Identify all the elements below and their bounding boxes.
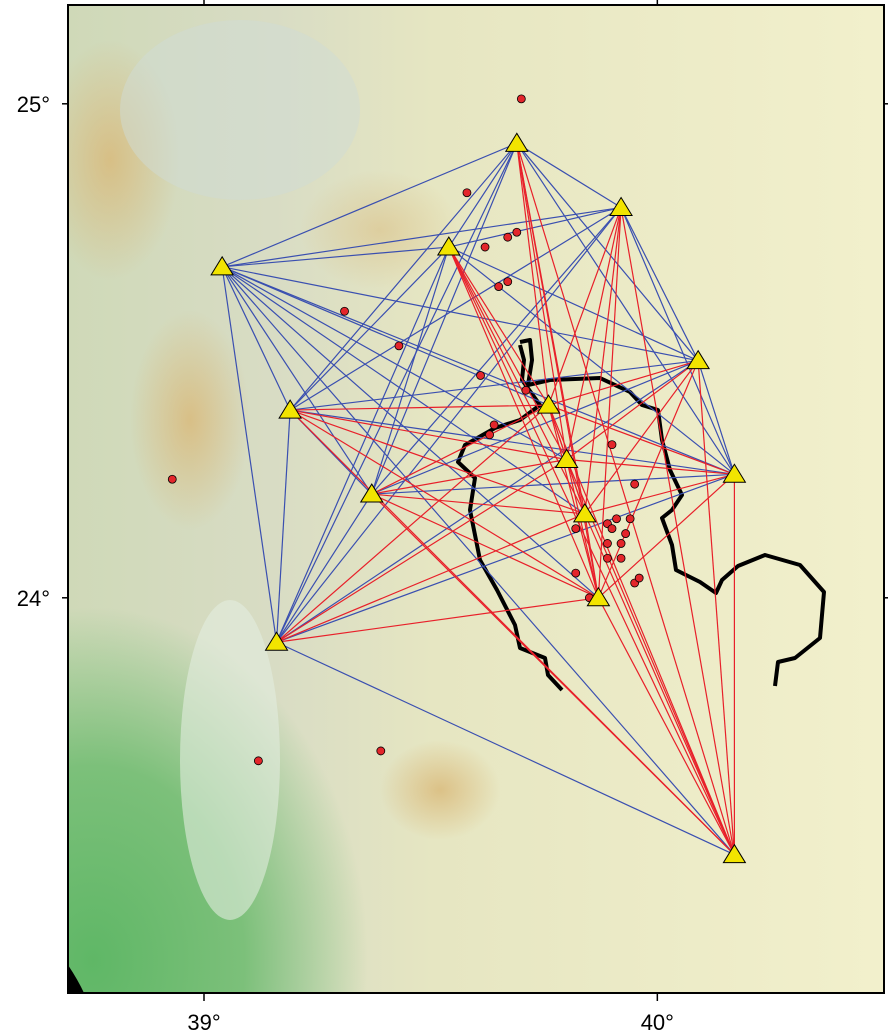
event [477, 372, 485, 380]
event [254, 757, 262, 765]
lon-tick-label: 40° [641, 1010, 674, 1035]
event [608, 525, 616, 533]
event [572, 525, 580, 533]
event [490, 421, 498, 429]
event [495, 283, 503, 291]
event [481, 243, 489, 251]
event [617, 554, 625, 562]
event [513, 228, 521, 236]
event [626, 515, 634, 523]
event [631, 480, 639, 488]
event [522, 386, 530, 394]
event [635, 574, 643, 582]
lon-tick-label: 39° [187, 1010, 220, 1035]
event [603, 554, 611, 562]
event [168, 475, 176, 483]
event [504, 278, 512, 286]
event [622, 530, 630, 538]
event [504, 233, 512, 241]
lat-tick-label: 25° [17, 92, 50, 117]
event [608, 441, 616, 449]
terrain [40, 5, 884, 993]
event [486, 431, 494, 439]
event [341, 307, 349, 315]
map: 39° 40° 25° 24° [0, 0, 888, 1036]
lat-tick-label: 24° [17, 586, 50, 611]
event [517, 95, 525, 103]
event [572, 569, 580, 577]
event [395, 342, 403, 350]
event [603, 539, 611, 547]
event [377, 747, 385, 755]
event [617, 539, 625, 547]
event [613, 515, 621, 523]
event [463, 189, 471, 197]
